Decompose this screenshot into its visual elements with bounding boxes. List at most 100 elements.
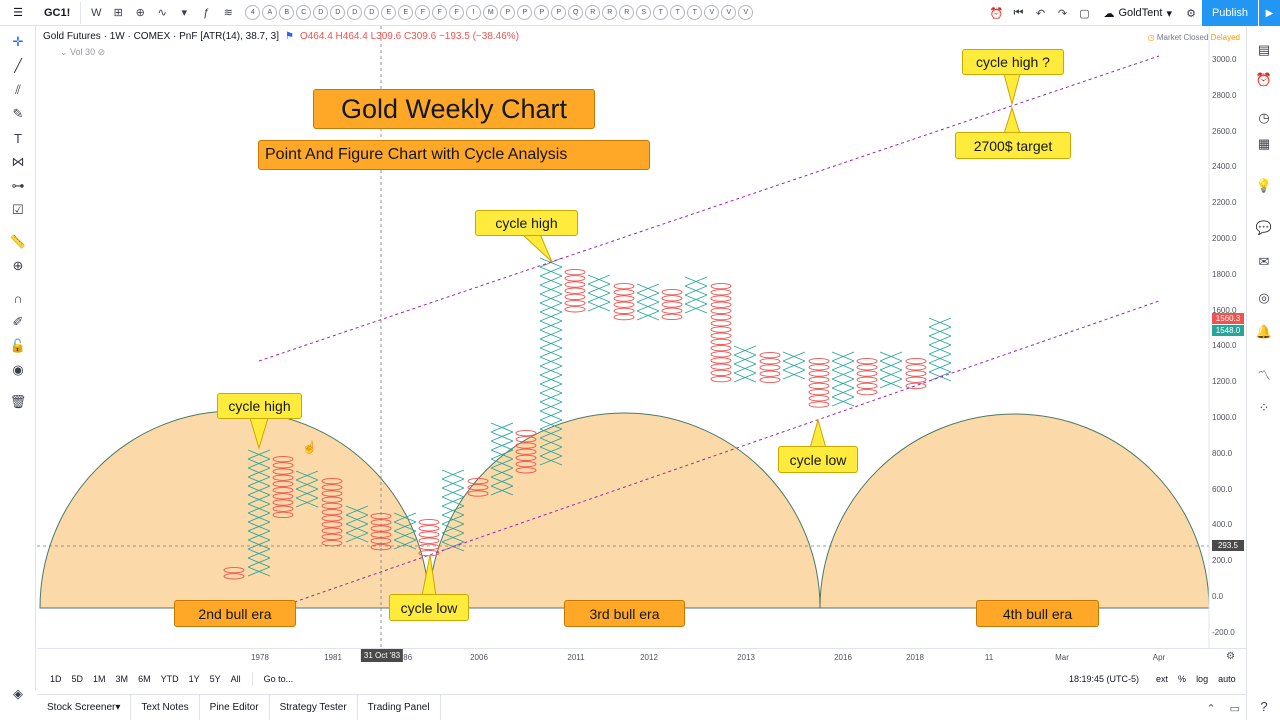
chevron-down-icon[interactable]: ⌄ (60, 47, 71, 57)
pattern-button[interactable]: P (500, 5, 516, 20)
pattern-button[interactable]: F (415, 5, 431, 20)
pattern-button[interactable]: V (704, 5, 720, 20)
stay-drawing-icon[interactable]: ✐ (12, 314, 24, 329)
pattern-button[interactable]: A (262, 5, 278, 20)
upper-channel-line[interactable] (258, 55, 1160, 362)
cycle-dome[interactable] (819, 413, 1210, 609)
pattern-button[interactable]: Q (568, 5, 584, 20)
fullscreen-icon[interactable]: ▢ (1079, 7, 1090, 20)
templates-icon[interactable]: ≋ (223, 7, 233, 19)
layers-icon[interactable]: ◈ (13, 686, 23, 701)
pattern-button[interactable]: B (279, 5, 295, 20)
pattern-button[interactable]: F (449, 5, 465, 20)
interval-button[interactable]: W (91, 6, 102, 19)
pattern-tool-icon[interactable]: ⋈ (11, 154, 25, 169)
messages-icon[interactable]: ✉ (1258, 254, 1270, 269)
era-label-4th[interactable]: 4th bull era (976, 600, 1099, 627)
pattern-button[interactable]: D (364, 5, 380, 20)
apps-icon[interactable]: ⁘ (1258, 400, 1270, 415)
pattern-button[interactable]: M (483, 5, 499, 20)
time-axis[interactable]: 31 Oct '83 ⚙ 1978 1981 '86 2006 2011 2012 2013… (37, 648, 1246, 666)
pattern-button[interactable]: V (738, 5, 754, 20)
alerts-icon[interactable]: ⏰ (1255, 72, 1273, 87)
crosshair-icon[interactable]: ✛ (12, 34, 24, 49)
settings-icon[interactable]: ⚙ (1186, 7, 1196, 20)
icon-tool-icon[interactable]: ☑ (12, 202, 24, 217)
add-symbol-icon[interactable]: ⊕ (135, 7, 145, 19)
pattern-button[interactable]: E (398, 5, 414, 20)
data-window-icon[interactable]: ◷ (1258, 110, 1270, 125)
undo-icon[interactable]: ↶ (1035, 7, 1046, 20)
range-button[interactable]: 5D (71, 674, 84, 684)
compare-icon[interactable]: ⊞ (113, 7, 123, 19)
pattern-button[interactable]: D (330, 5, 346, 20)
redo-icon[interactable]: ↷ (1057, 7, 1068, 20)
pattern-button[interactable]: T (653, 5, 669, 20)
layout-selector[interactable]: ☁ GoldTent ▾ (1095, 7, 1180, 20)
notifications-icon[interactable]: 🔔 (1255, 324, 1273, 339)
bottom-tab[interactable]: Trading Panel (358, 694, 441, 720)
pattern-button[interactable]: D (347, 5, 363, 20)
scale-option-button[interactable]: ext (1156, 674, 1169, 684)
pattern-button[interactable]: T (670, 5, 686, 20)
range-button[interactable]: 1M (93, 674, 106, 684)
pattern-button[interactable]: R (602, 5, 618, 20)
main-title-box[interactable]: Gold Weekly Chart (313, 89, 595, 129)
bottom-tab[interactable]: Stock Screener ▾ (37, 694, 132, 720)
text-tool-icon[interactable]: T (14, 130, 22, 146)
bottom-tab[interactable]: Text Notes (131, 694, 200, 720)
watchlist-icon[interactable]: ▤ (1257, 42, 1271, 57)
scale-option-button[interactable]: auto (1218, 674, 1236, 684)
brush-icon[interactable]: ✎ (12, 106, 24, 121)
pattern-button[interactable]: F (432, 5, 448, 20)
pattern-button[interactable]: T (687, 5, 703, 20)
callout-cycle-high-1[interactable]: cycle high (217, 393, 302, 419)
collapse-icon[interactable]: ⌃ (1206, 702, 1216, 715)
lock-icon[interactable]: 🔓 (9, 338, 27, 353)
indicators-icon[interactable]: ƒ (203, 6, 210, 19)
range-button[interactable]: 6M (138, 674, 151, 684)
pattern-button[interactable]: P (551, 5, 567, 20)
streams-icon[interactable]: ◎ (1258, 290, 1270, 305)
pattern-button[interactable]: S (636, 5, 652, 20)
trading-icon[interactable]: 〽 (1257, 367, 1271, 383)
pnf-chart[interactable] (37, 26, 1246, 666)
zoom-icon[interactable]: ⊕ (12, 258, 24, 273)
flag-icon[interactable]: ⚑ (285, 31, 294, 42)
axis-settings-icon[interactable]: ⚙ (1226, 651, 1235, 662)
pattern-button[interactable]: D (313, 5, 329, 20)
scale-option-button[interactable]: % (1178, 674, 1187, 684)
symbol-search[interactable]: GC1! (36, 1, 82, 24)
trendline-icon[interactable]: ╱ (14, 58, 22, 73)
replay-icon[interactable]: ⏮ (1013, 6, 1024, 19)
bottom-tab[interactable]: Pine Editor (200, 694, 270, 720)
callout-target[interactable]: 2700$ target (955, 132, 1071, 159)
clock-time[interactable]: 18:19:45 (UTC-5) (1069, 674, 1140, 684)
pattern-button[interactable]: I (466, 5, 482, 20)
subtitle-box[interactable]: Point And Figure Chart with Cycle Analys… (258, 140, 650, 170)
range-button[interactable]: 1Y (188, 674, 200, 684)
pattern-button[interactable]: V (721, 5, 737, 20)
callout-cycle-high-2[interactable]: cycle high (475, 210, 578, 236)
lower-channel-line[interactable] (282, 300, 1160, 607)
ruler-icon[interactable]: 📏 (9, 234, 27, 249)
callout-cycle-low-1[interactable]: cycle low (389, 594, 469, 621)
range-button[interactable]: 3M (115, 674, 129, 684)
alert-icon[interactable]: ⏰ (989, 7, 1004, 20)
ideas-icon[interactable]: 💡 (1255, 178, 1273, 193)
pattern-button[interactable]: P (534, 5, 550, 20)
pattern-button[interactable]: E (381, 5, 397, 20)
pattern-button[interactable]: R (619, 5, 635, 20)
magnet-icon[interactable]: ∩ (13, 290, 23, 306)
play-icon[interactable]: ▶ (1258, 0, 1280, 26)
range-button[interactable]: All (230, 674, 241, 684)
pattern-button[interactable]: P (517, 5, 533, 20)
range-button[interactable]: 1D (50, 674, 62, 684)
range-button[interactable]: YTD (160, 674, 179, 684)
trash-icon[interactable]: 🗑 (9, 394, 27, 409)
maximize-icon[interactable]: ▭ (1229, 702, 1240, 715)
era-label-2nd[interactable]: 2nd bull era (174, 600, 296, 627)
pattern-button[interactable]: R (585, 5, 601, 20)
menu-icon[interactable]: ☰ (13, 7, 23, 19)
pattern-button[interactable]: 4 (245, 5, 261, 20)
